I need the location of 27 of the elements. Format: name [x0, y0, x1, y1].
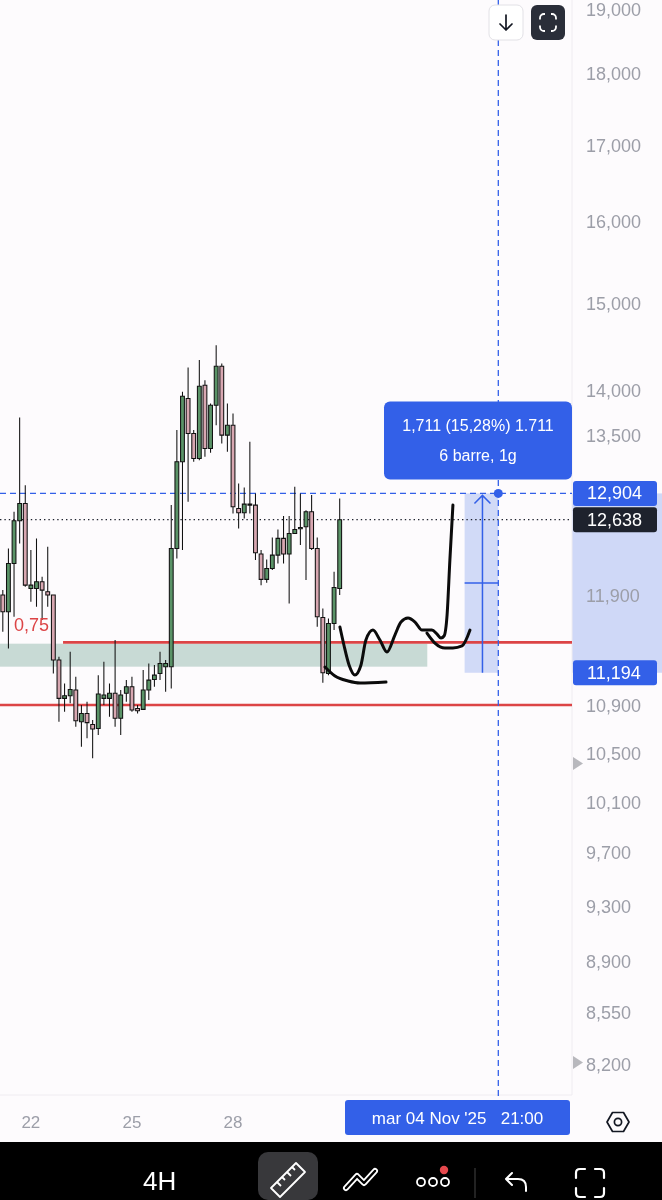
y-tick-label: 10,900: [586, 696, 642, 717]
ref-line-label: 12,904: [587, 483, 643, 504]
toolbar: 4H: [0, 1142, 662, 1200]
y-tick-label: 10,500: [586, 743, 642, 764]
ref-line-label: 12,638: [587, 509, 643, 530]
y-tick-label: 11,194: [587, 662, 641, 683]
y-tick-label: 8,550: [586, 1002, 632, 1023]
y-tick-label: 14,000: [586, 380, 642, 401]
y-tick-label: 8,900: [586, 952, 632, 973]
x-tick-label: 28: [223, 1112, 243, 1132]
x-tick-label: 25: [122, 1112, 142, 1132]
y-tick-label: 11,900: [586, 585, 640, 606]
y-tick-label: 18,000: [586, 63, 642, 84]
y-tick-label: 9,700: [586, 843, 632, 864]
y-tick-label: 13,500: [586, 426, 642, 447]
y-tick-label: 19,000: [586, 0, 642, 20]
ref-line-label: mar 04 Nov '25 21:00: [371, 1108, 544, 1128]
y-tick-label: 16,000: [586, 212, 642, 233]
y-tick-label: 17,000: [586, 135, 642, 156]
y-tick-label: 15,000: [586, 293, 642, 314]
y-tick-label: 9,300: [586, 896, 632, 917]
y-tick-label: 10,100: [586, 792, 642, 813]
annotation: 6 barre, 1g: [439, 446, 517, 464]
annotation: 1,711 (15,28%) 1.711: [402, 416, 554, 434]
x-tick-label: 22: [21, 1112, 41, 1132]
annotation: 0,75: [14, 615, 50, 636]
y-tick-label: 8,200: [586, 1055, 632, 1076]
